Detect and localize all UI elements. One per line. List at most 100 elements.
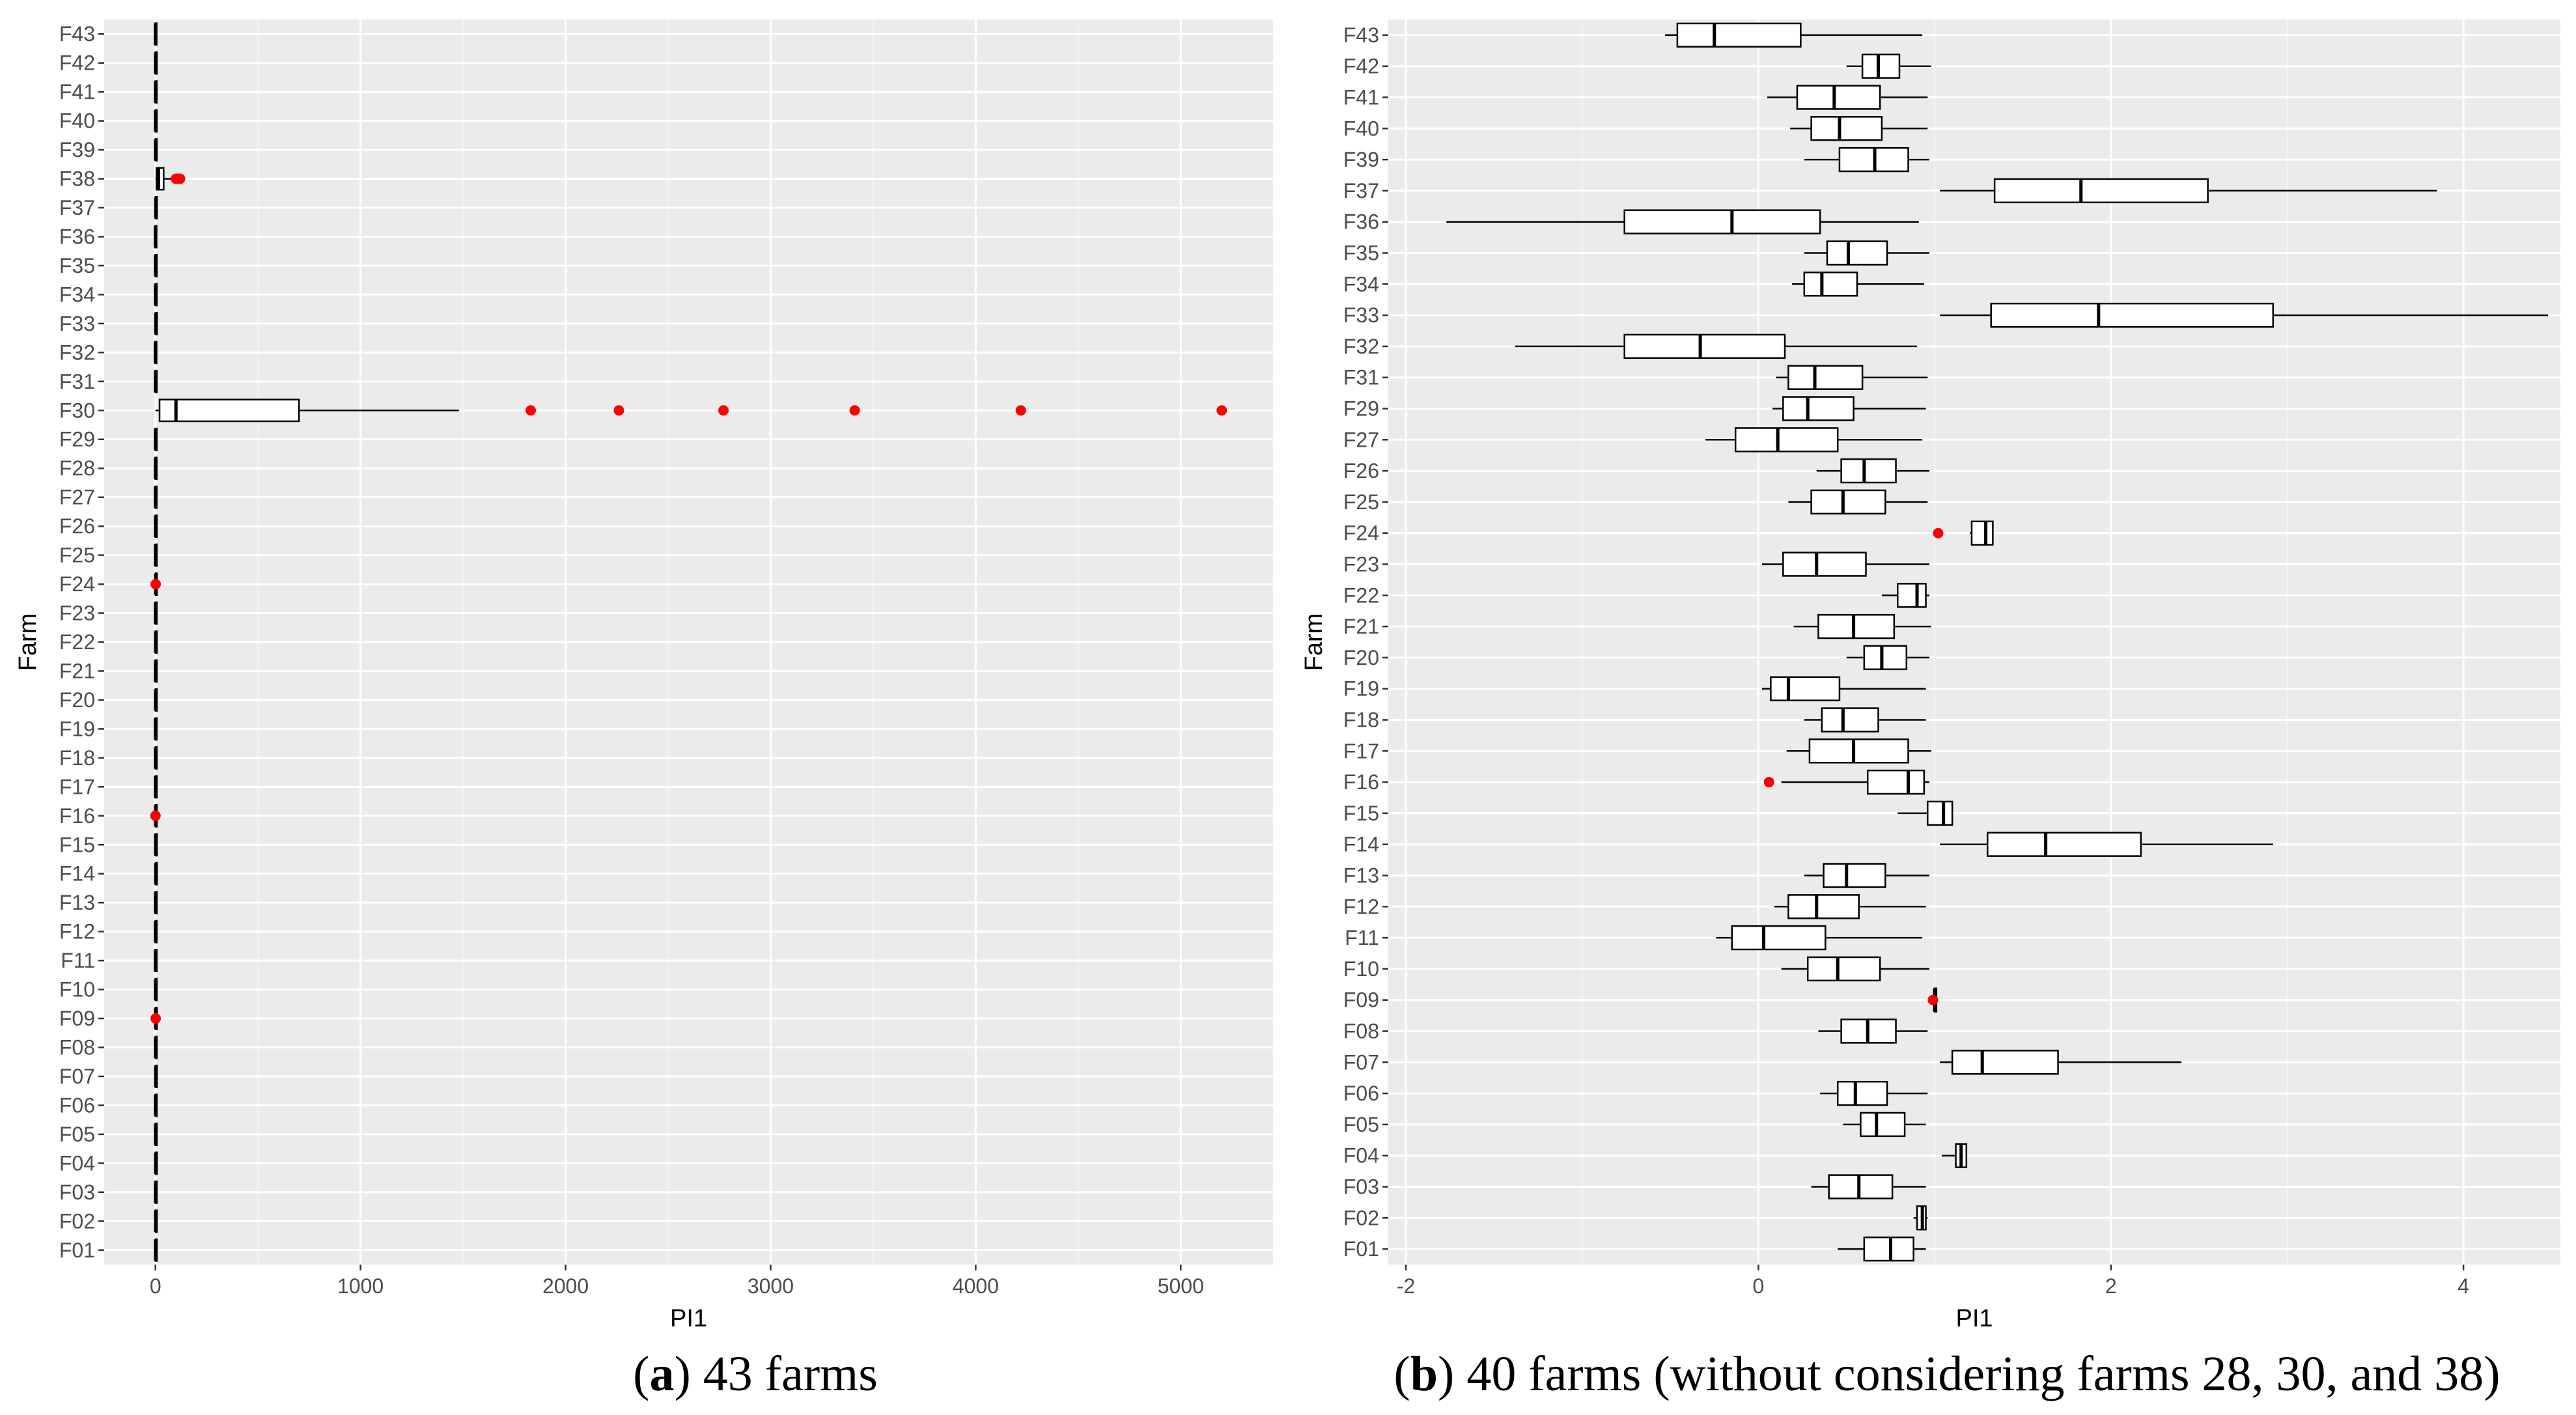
y-tick-label: F31 bbox=[59, 370, 95, 393]
panel-a-chart: F01 F02 F03 F04 F05 F06 F07 F08 F09 F10 F11 F12 F13 F… bbox=[14, 20, 1273, 1332]
box-f33 bbox=[154, 311, 158, 335]
box-f07 bbox=[1940, 1050, 2182, 1075]
box-f35 bbox=[1804, 240, 1929, 266]
y-tick-label: F07 bbox=[59, 1065, 95, 1088]
outlier-point bbox=[150, 579, 161, 590]
y-tick-label: F08 bbox=[59, 1036, 95, 1059]
y-tick-label: F03 bbox=[59, 1181, 95, 1204]
outlier-point bbox=[175, 173, 186, 184]
y-tick-label: F14 bbox=[59, 862, 95, 886]
box-f43 bbox=[154, 22, 158, 46]
y-tick-label: F32 bbox=[1343, 335, 1379, 358]
caption-a-letter: a bbox=[649, 1347, 674, 1401]
box-iqr bbox=[1782, 396, 1855, 421]
outlier-point bbox=[613, 405, 624, 416]
box-f34 bbox=[154, 283, 158, 307]
box-f28 bbox=[154, 456, 158, 481]
y-tick-label: F32 bbox=[59, 341, 95, 364]
box-iqr bbox=[1803, 272, 1858, 297]
y-tick-label: F20 bbox=[59, 688, 95, 712]
box-f42 bbox=[1846, 53, 1931, 79]
outlier-point bbox=[718, 405, 729, 416]
y-tick-label: F19 bbox=[1343, 677, 1379, 701]
box-f24 bbox=[1933, 520, 1994, 546]
box-iqr bbox=[158, 399, 300, 423]
y-tick-label: F25 bbox=[59, 544, 95, 567]
outlier-point bbox=[1015, 405, 1026, 416]
x-tick-label: 4 bbox=[2457, 1274, 2469, 1298]
y-tick-label: F27 bbox=[1343, 428, 1379, 451]
y-tick-label: F42 bbox=[1343, 55, 1379, 78]
y-tick-label: F25 bbox=[1343, 490, 1379, 514]
box-f13 bbox=[1804, 863, 1929, 888]
x-tick-label: 3000 bbox=[748, 1274, 794, 1298]
box-f16 bbox=[150, 804, 161, 828]
y-tick-label: F05 bbox=[59, 1123, 95, 1146]
y-tick-label: F42 bbox=[59, 51, 95, 75]
caption-a-text: 43 farms bbox=[691, 1347, 878, 1401]
caption-b-letter: b bbox=[1410, 1347, 1438, 1401]
y-tick-label: F04 bbox=[59, 1151, 95, 1175]
y-tick-label: F12 bbox=[59, 920, 95, 944]
box-f27 bbox=[1705, 427, 1923, 453]
box-f38 bbox=[155, 167, 186, 191]
y-tick-label: F40 bbox=[1343, 117, 1379, 140]
box-f15 bbox=[154, 833, 158, 857]
box-f05 bbox=[1843, 1112, 1926, 1138]
box-f22 bbox=[1881, 583, 1929, 608]
y-tick-label: F33 bbox=[1343, 303, 1379, 327]
box-f19 bbox=[1761, 676, 1926, 701]
box-iqr bbox=[1927, 800, 1953, 826]
box-iqr bbox=[1970, 520, 1994, 546]
box-f23 bbox=[154, 601, 158, 625]
caption-a: (a) 43 farms bbox=[633, 1347, 878, 1401]
box-f42 bbox=[154, 51, 158, 75]
x-tick-label: 1000 bbox=[337, 1274, 384, 1298]
y-tick-label: F15 bbox=[59, 833, 95, 856]
x-tick-label: 2000 bbox=[542, 1274, 589, 1298]
outlier-point bbox=[150, 1013, 161, 1024]
outlier-point bbox=[525, 405, 537, 416]
y-tick-label: F24 bbox=[1343, 522, 1379, 545]
y-tick-label: F24 bbox=[59, 572, 95, 596]
box-iqr bbox=[1821, 707, 1879, 733]
box-f37 bbox=[1940, 178, 2437, 204]
outlier-point bbox=[150, 810, 161, 821]
y-tick-label: F22 bbox=[1343, 583, 1379, 607]
box-iqr bbox=[1731, 925, 1827, 951]
box-f24 bbox=[150, 572, 161, 596]
box-f17 bbox=[154, 775, 158, 799]
box-iqr bbox=[1860, 1112, 1906, 1138]
y-tick-label: F27 bbox=[59, 486, 95, 509]
box-f14 bbox=[154, 862, 158, 886]
box-f39 bbox=[1804, 147, 1929, 173]
y-axis-title: Farm bbox=[14, 613, 42, 671]
box-iqr bbox=[1623, 209, 1821, 234]
y-tick-label: F01 bbox=[59, 1239, 95, 1262]
y-tick-label: F02 bbox=[1343, 1206, 1379, 1229]
y-tick-label: F43 bbox=[59, 22, 95, 46]
box-iqr bbox=[1993, 178, 2209, 204]
y-tick-label: F34 bbox=[59, 283, 95, 306]
box-iqr bbox=[1623, 333, 1786, 359]
outlier-point bbox=[1933, 527, 1944, 539]
box-f18 bbox=[154, 746, 158, 770]
x-tick-label: 5000 bbox=[1158, 1274, 1204, 1298]
y-tick-label: F12 bbox=[1343, 895, 1379, 918]
y-tick-label: F28 bbox=[59, 456, 95, 480]
box-iqr bbox=[1863, 645, 1908, 671]
box-f08 bbox=[1818, 1018, 1928, 1044]
outlier-point bbox=[1927, 994, 1939, 1005]
box-f05 bbox=[154, 1122, 158, 1146]
box-f03 bbox=[154, 1180, 158, 1204]
box-iqr bbox=[1828, 1174, 1894, 1199]
box-f17 bbox=[1786, 738, 1931, 764]
box-iqr bbox=[1796, 85, 1881, 110]
box-iqr bbox=[1951, 1050, 2059, 1075]
box-f41 bbox=[154, 80, 158, 104]
y-tick-label: F03 bbox=[1343, 1175, 1379, 1199]
box-f34 bbox=[1791, 272, 1924, 297]
y-tick-label: F01 bbox=[1343, 1237, 1379, 1261]
box-f39 bbox=[154, 138, 158, 162]
x-tick-label: 0 bbox=[1753, 1274, 1765, 1298]
